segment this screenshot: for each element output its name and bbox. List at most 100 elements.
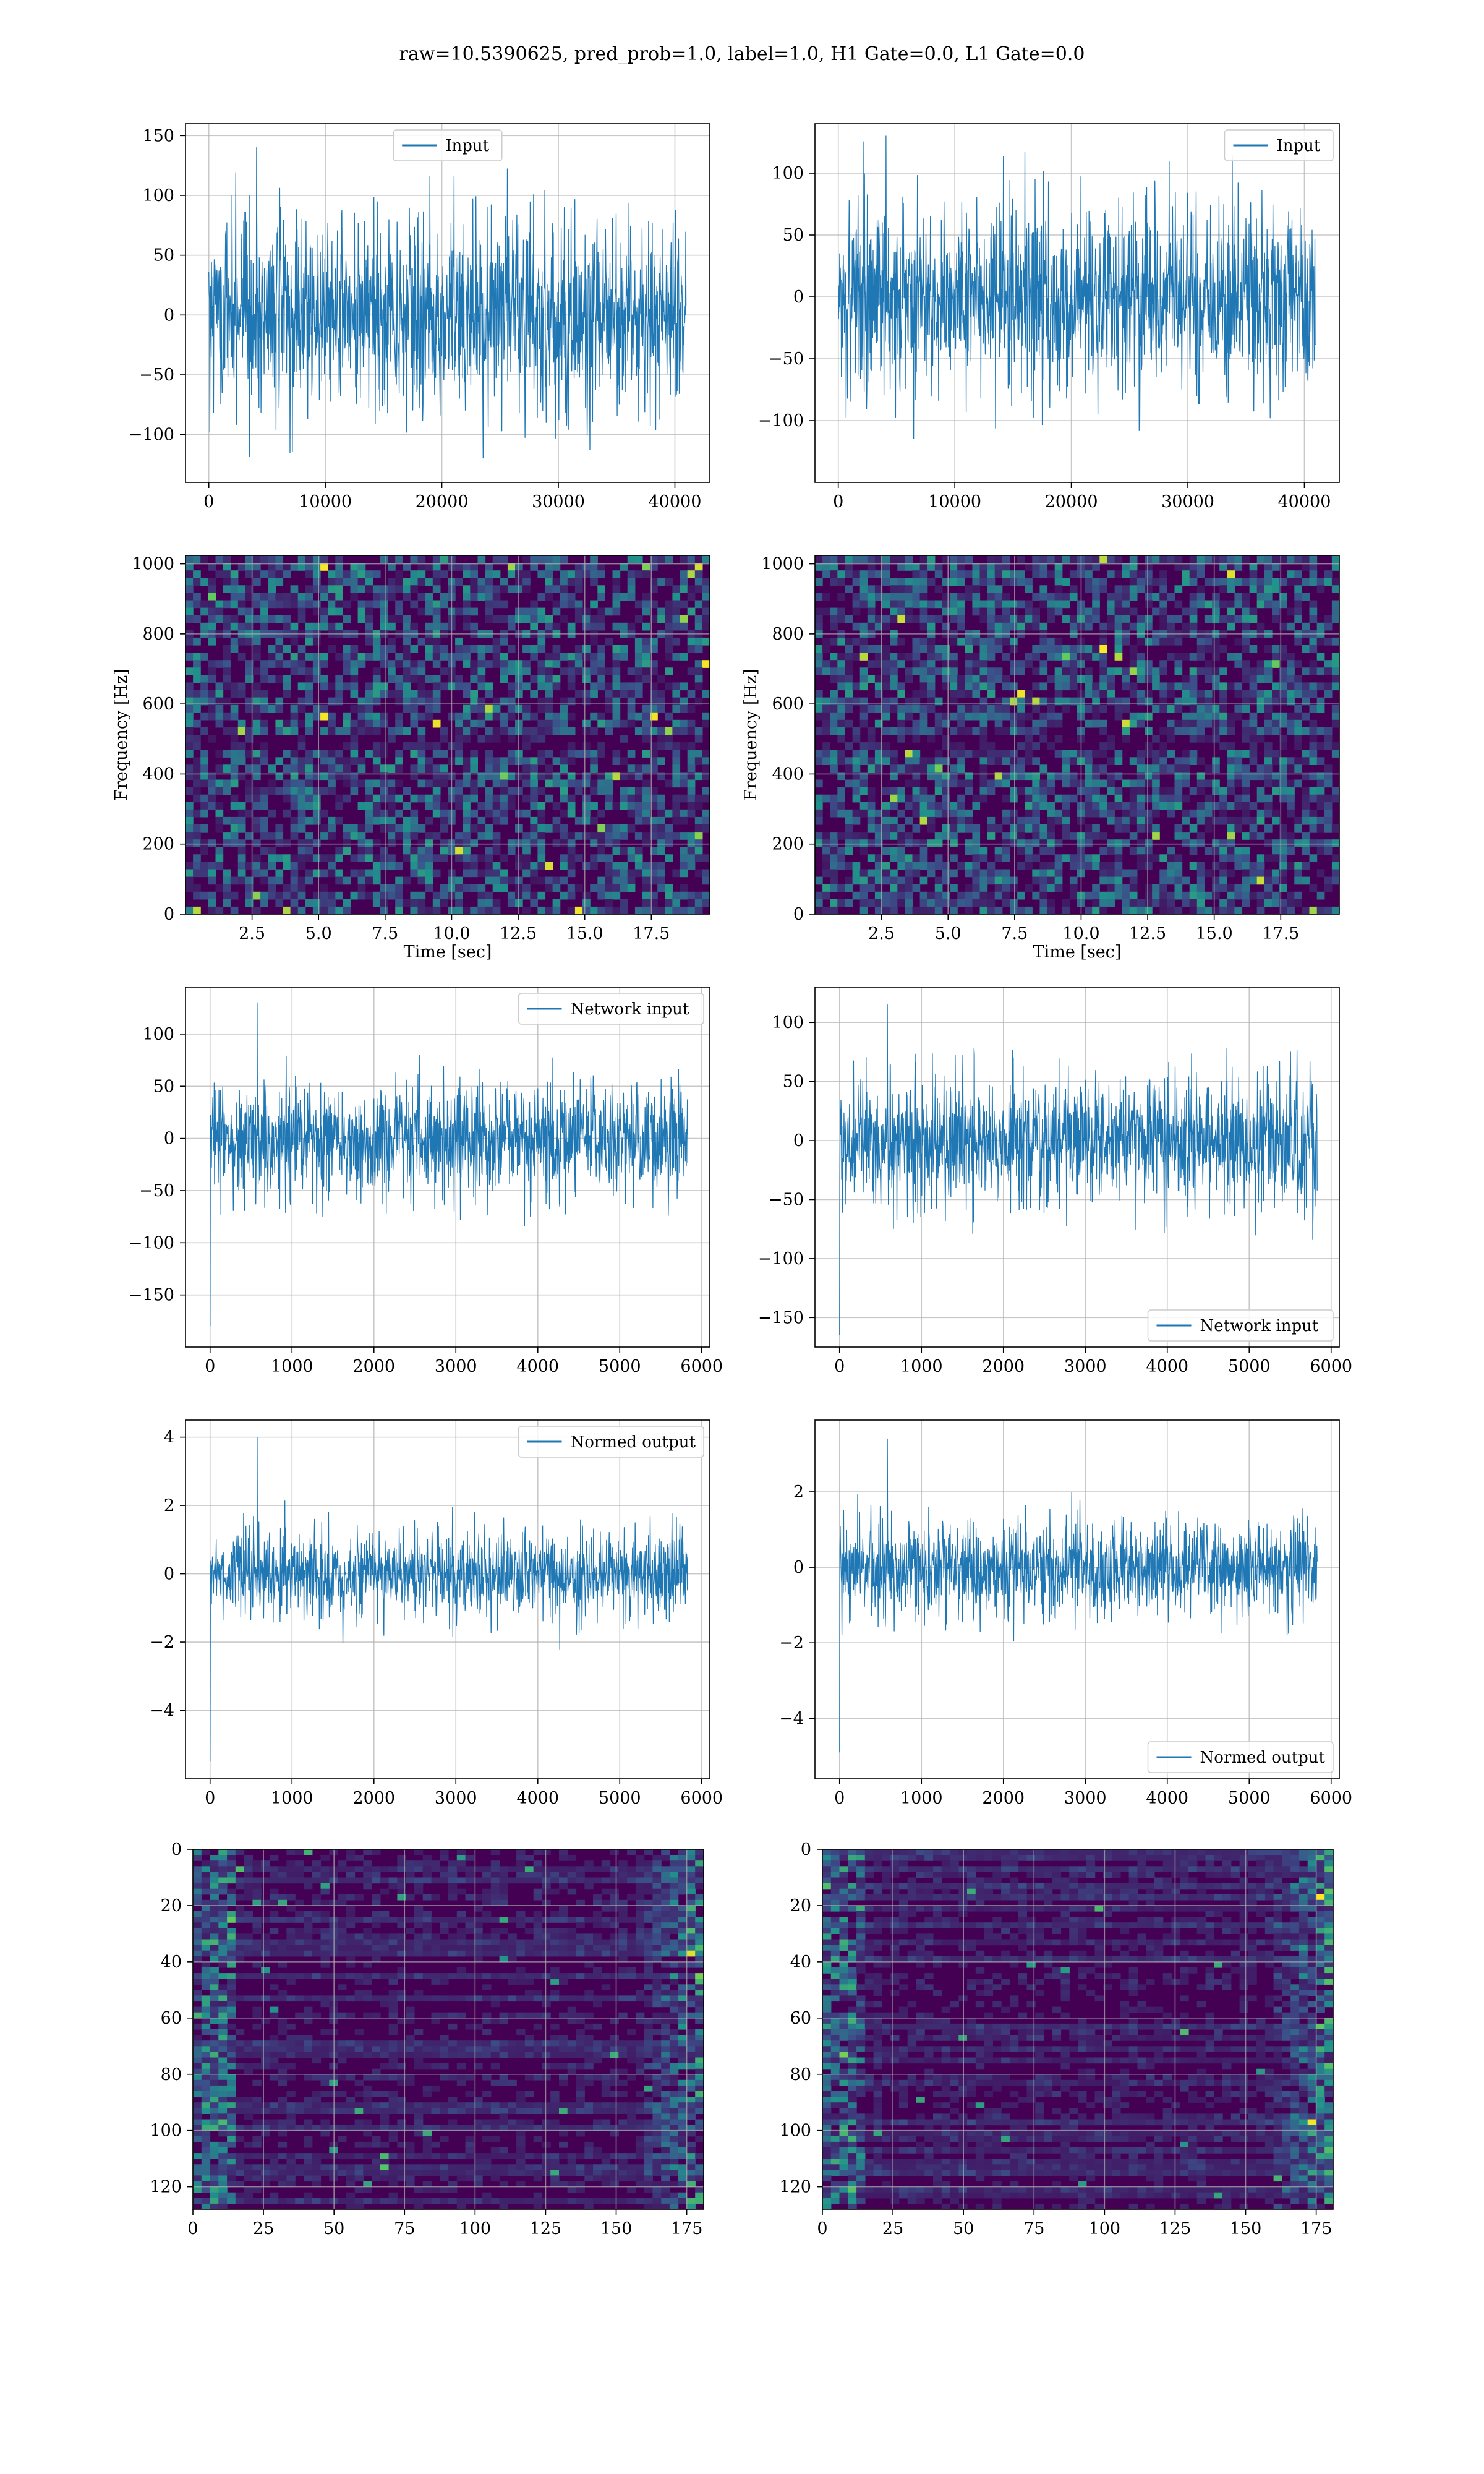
chart-r1c0-heat-cell (297, 555, 306, 563)
chart-r1c1-heat-cell (1167, 787, 1175, 795)
chart-r1c1-heat-cell (972, 794, 981, 803)
chart-r1c0-heat-cell (283, 719, 291, 728)
chart-r1c0-heat-cell (365, 600, 373, 609)
chart-r1c0-heat-cell (237, 742, 246, 750)
chart-r1c0-heat-cell (597, 563, 605, 571)
chart-r1c1-heat-cell (1302, 757, 1310, 765)
chart-r1c1-heat-cell (1062, 764, 1070, 773)
chart-r1c0-heat-cell (574, 667, 583, 675)
chart-r1c1-heat-cell (867, 600, 876, 609)
chart-r1c1-heat-cell (1309, 824, 1318, 833)
chart-r1c1-heat-cell (1249, 816, 1258, 825)
chart-r1c1-heat-cell (1145, 578, 1153, 586)
chart-r1c1-heat-cell (994, 869, 1003, 878)
chart-r1c0-heat-cell (193, 600, 201, 609)
chart-r1c1-heat-cell (1331, 660, 1340, 668)
chart-r1c1-heat-cell (1196, 809, 1205, 818)
chart-r1c1-heat-cell (912, 653, 921, 661)
chart-r1c0-heat-cell (552, 555, 561, 563)
chart-r1c0-heat-cell (440, 764, 448, 773)
chart-r1c1-heat-cell (1234, 906, 1243, 915)
chart-r1c0-heat-cell (215, 824, 224, 833)
chart-r1c0-heat-cell (186, 816, 194, 825)
chart-r1c0-heat-cell (365, 704, 373, 713)
chart-r1c1-heat-cell (1234, 555, 1243, 563)
chart-r1c0-heat-cell (297, 787, 306, 795)
chart-r1c0-heat-cell (425, 742, 433, 750)
chart-r1c0-heat-cell (253, 563, 261, 571)
chart-r1c0-heat-cell (492, 555, 501, 563)
chart-r1c0-heat-cell (245, 809, 254, 818)
chart-r1c0-heat-cell (253, 787, 261, 795)
chart-r1c0-heat-cell (403, 682, 411, 691)
chart-r1c1-heat-cell (1010, 832, 1018, 840)
chart-r4c0-heat-cell (601, 1905, 611, 1912)
chart-r1c1-heat-cell (1025, 697, 1033, 706)
chart-r1c1-heat-cell (1107, 570, 1115, 578)
chart-r1c1-heat-cell (919, 570, 928, 578)
chart-r1c1-heat-cell (1331, 600, 1340, 609)
chart-r1c1-heat-cell (1189, 891, 1198, 900)
chart-r1c1-heat-cell (1182, 607, 1190, 616)
chart-r4c0-heat-cell (601, 1860, 611, 1867)
chart-r1c0-heat-cell (672, 615, 681, 623)
chart-r1c1-heat-cell (852, 772, 861, 781)
chart-r1c1-heat-cell (1242, 809, 1250, 818)
chart-r1c0-heat-cell (410, 660, 419, 668)
chart-r1c0-heat-cell (253, 637, 261, 646)
chart-r1c1-heat-cell (1032, 607, 1040, 616)
chart-r4c0-heat-cell (261, 1860, 270, 1867)
chart-r1c1-heat-cell (912, 794, 921, 803)
chart-r1c0-heat-cell (634, 869, 643, 878)
chart-r4c0-heat-cell (422, 1855, 432, 1861)
chart-r1c0-heat-cell (627, 593, 636, 601)
chart-r1c0-heat-cell (425, 876, 433, 885)
chart-r1c0-heat-cell (320, 727, 328, 735)
chart-r1c0-heat-cell (582, 802, 591, 810)
chart-r1c0-heat-cell (687, 847, 696, 855)
chart-r1c0-heat-cell (567, 600, 576, 609)
chart-r1c1-heat-cell (919, 862, 928, 870)
chart-r1c1-heat-cell (1212, 779, 1220, 788)
chart-r1c1-heat-cell (957, 727, 965, 735)
chart-r1c0-heat-cell (193, 854, 201, 862)
chart-r1c0-heat-cell (672, 600, 681, 609)
chart-r1c0-heat-cell (657, 704, 665, 713)
chart-r1c1-heat-cell (1234, 690, 1243, 698)
chart-r1c1-heat-cell (897, 847, 905, 855)
chart-r4c0-heat-cell (312, 1894, 322, 1901)
chart-r1c0-heat-cell (680, 682, 688, 691)
chart-r1c1-heat-cell (972, 704, 981, 713)
chart-r1c0-heat-cell (687, 727, 696, 735)
chart-r1c0-heat-cell (208, 675, 216, 683)
chart-r1c0-heat-cell (530, 675, 538, 683)
chart-r1c0-heat-cell (590, 779, 598, 788)
chart-r1c1-heat-cell (972, 854, 981, 862)
chart-r4c0-heat-cell (193, 1849, 202, 1856)
chart-r4c0-heat-cell (669, 1905, 679, 1912)
chart-r1c0-heat-cell (642, 862, 650, 870)
chart-r4c0-heat-cell (422, 1866, 432, 1872)
chart-r1c0-heat-cell (328, 750, 336, 758)
chart-r1c0-heat-cell (335, 653, 343, 661)
chart-r4c0-heat-cell (397, 1883, 406, 1890)
chart-r1c0-heat-cell (253, 682, 261, 691)
chart-r1c1-heat-cell (897, 682, 905, 691)
chart-r1c0-heat-cell (634, 906, 643, 915)
chart-r1c1-heat-cell (1032, 593, 1040, 601)
chart-r1c0-heat-cell (552, 585, 561, 593)
chart-r1c1-heat-cell (1054, 884, 1063, 892)
chart-r1c1-heat-cell (934, 645, 943, 653)
chart-r1c0-heat-cell (260, 600, 268, 609)
chart-r1c1-heat-cell (859, 847, 868, 855)
chart-r4c0-heat-cell (635, 1877, 645, 1884)
chart-r1c0-heat-cell (574, 787, 583, 795)
chart-r1c0-heat-cell (702, 593, 710, 601)
chart-r1c0-heat-cell (530, 876, 538, 885)
chart-r1c1-heat-cell (815, 816, 823, 825)
chart-r1c0-heat-cell (665, 839, 673, 847)
chart-r1c0-heat-cell (597, 615, 605, 623)
chart-r1c1-heat-cell (1287, 667, 1295, 675)
chart-r1c0-heat-cell (193, 742, 201, 750)
chart-r4c0-heat-cell (295, 1872, 304, 1878)
